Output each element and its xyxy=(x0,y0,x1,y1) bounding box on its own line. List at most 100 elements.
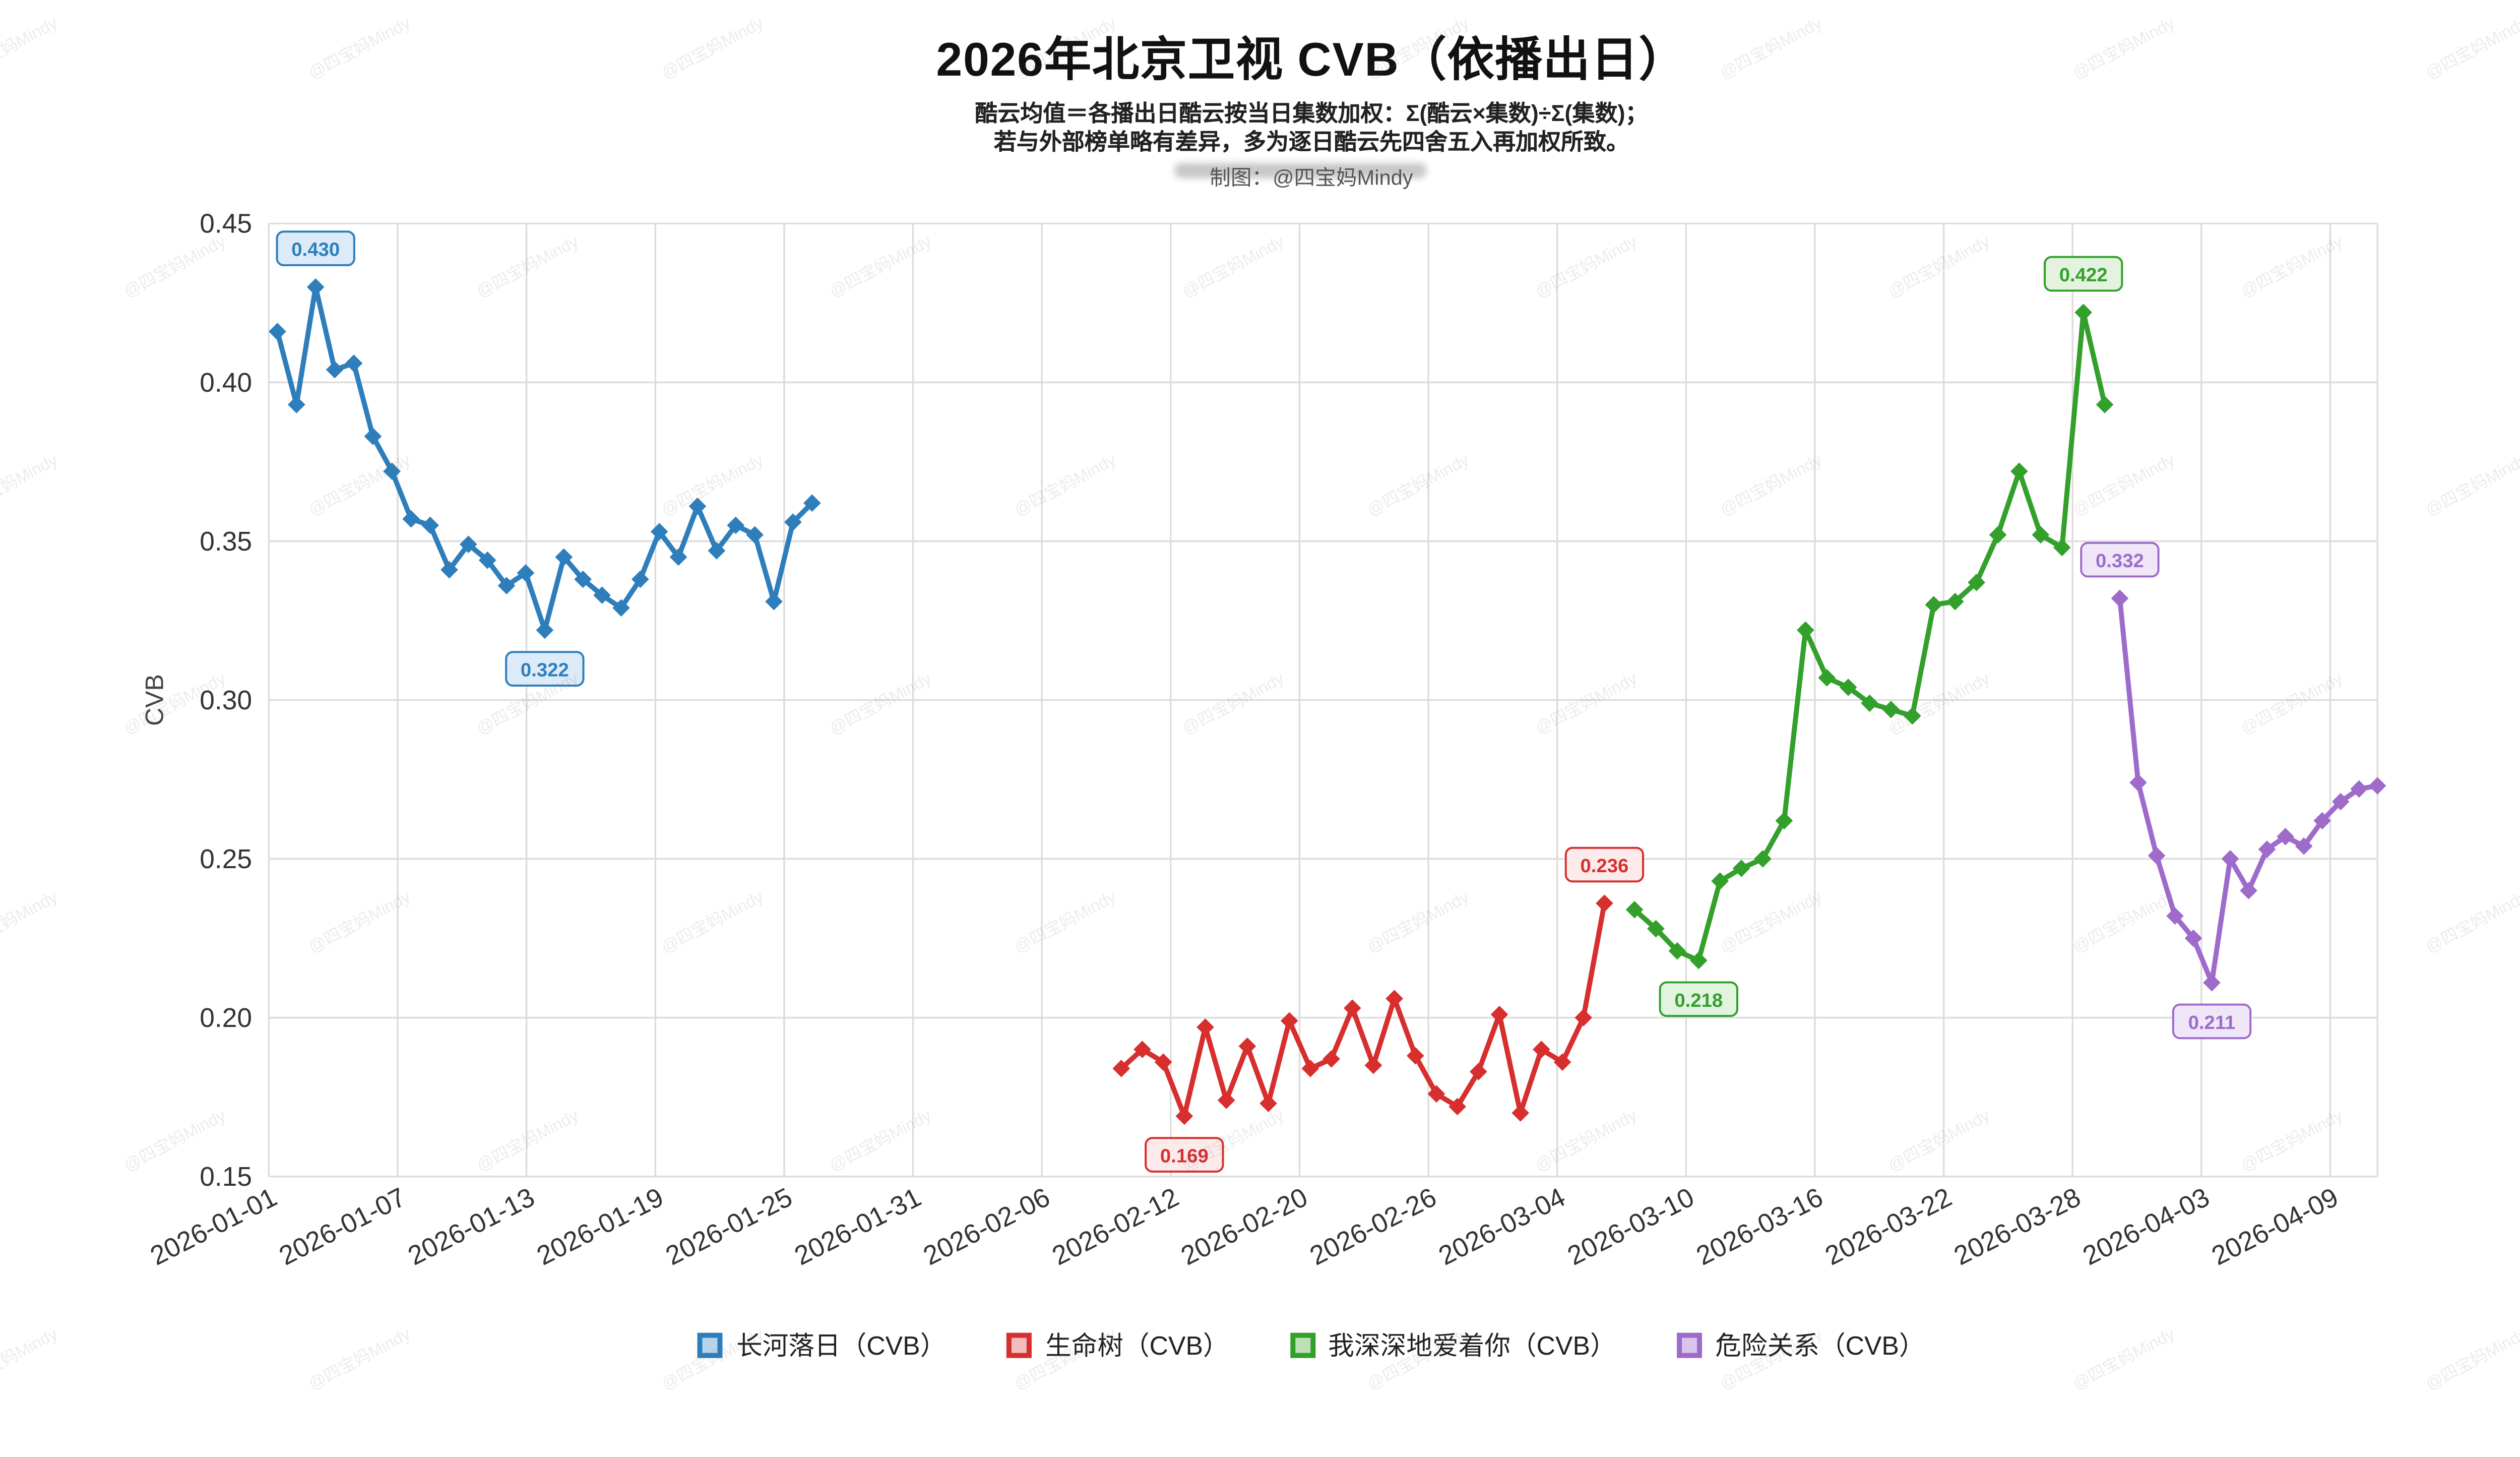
data-point-marker xyxy=(2111,589,2129,608)
data-point-marker xyxy=(326,360,344,379)
series-line-changhe-luori xyxy=(275,284,814,633)
x-tick-label: 2026-03-28 xyxy=(1949,1182,2086,1271)
data-point-marker xyxy=(1818,669,1836,687)
annotation-label: 0.422 xyxy=(2059,264,2108,286)
legend-item-shenshen-aizhe-ni: 我深深地爱着你（CVB） xyxy=(1289,1326,1616,1363)
annotation-box xyxy=(2044,256,2123,292)
x-tick-label: 2026-01-01 xyxy=(146,1182,282,1271)
data-point-marker xyxy=(1322,1050,1340,1068)
x-tick-label: 2026-01-19 xyxy=(532,1182,668,1271)
legend-swatch-shenshen-aizhe-ni xyxy=(1289,1331,1315,1357)
data-point-marker xyxy=(765,592,783,611)
data-point-marker xyxy=(1553,1053,1571,1071)
chart-header: 2026年北京卫视 CVB（依播出日） 酷云均值＝各播出日酷云按当日集数加权：Σ… xyxy=(0,0,2520,192)
data-point-marker xyxy=(2096,396,2114,413)
data-point-marker xyxy=(1797,621,1814,639)
data-point-marker xyxy=(593,586,611,604)
x-tick-label: 2026-03-16 xyxy=(1692,1182,1828,1271)
legend-label-shengming-shu: 生命树（CVB） xyxy=(1045,1332,1229,1362)
data-point-marker xyxy=(2350,780,2368,798)
x-tick-label: 2026-02-06 xyxy=(919,1182,1055,1271)
data-point-marker xyxy=(421,516,439,534)
subtitle-line-2: 若与外部榜单略有差异，多为逐日酷云先四舍五入再加权所致。 xyxy=(993,129,1629,155)
data-point-marker xyxy=(1668,942,1686,960)
data-point-marker xyxy=(2129,773,2147,792)
data-point-marker xyxy=(306,278,325,296)
data-point-marker xyxy=(1217,1091,1235,1109)
y-tick-label: 0.45 xyxy=(200,209,252,239)
series-line-weixian-guanxi xyxy=(2117,598,2378,986)
data-point-marker xyxy=(2010,462,2028,480)
data-point-marker xyxy=(1133,1041,1151,1058)
legend-swatch-changhe-luori xyxy=(698,1331,723,1357)
annotation-box xyxy=(2080,541,2160,578)
annotation-label: 0.430 xyxy=(291,239,340,261)
x-tick-label: 2026-03-22 xyxy=(1820,1182,1957,1271)
data-point-marker xyxy=(2368,777,2386,795)
data-point-marker xyxy=(1946,592,1964,611)
data-point-marker xyxy=(2184,929,2202,947)
data-point-marker xyxy=(727,516,745,534)
series-line-shenshen-aizhe-ni xyxy=(1632,310,2107,963)
chart-subtitle: 酷云均值＝各播出日酷云按当日集数加权：Σ(酷云×集数)÷Σ(集数)； 若与外部榜… xyxy=(0,99,2520,156)
x-tick-label: 2026-03-10 xyxy=(1563,1182,1699,1271)
annotation-label: 0.218 xyxy=(1674,990,1723,1011)
x-tick-label: 2026-01-07 xyxy=(275,1182,411,1271)
y-tick-label: 0.30 xyxy=(200,686,252,715)
legend-label-changhe-luori: 长河落日（CVB） xyxy=(736,1332,947,1362)
data-point-marker xyxy=(1968,574,1985,591)
data-point-marker xyxy=(402,510,420,528)
data-point-marker xyxy=(1259,1095,1277,1113)
annotation-box xyxy=(505,651,585,687)
data-point-marker xyxy=(2074,303,2093,322)
legend-swatch-weixian-guanxi xyxy=(1676,1331,1702,1357)
data-point-marker xyxy=(688,497,707,515)
annotation-label: 0.332 xyxy=(2096,550,2144,572)
data-point-marker xyxy=(1882,701,1900,718)
data-point-marker xyxy=(1385,990,1403,1008)
x-tick-label: 2026-02-12 xyxy=(1047,1182,1183,1271)
y-tick-label: 0.20 xyxy=(200,1003,252,1033)
data-point-marker xyxy=(1490,1005,1508,1023)
annotation-box xyxy=(1659,981,1738,1017)
data-point-marker xyxy=(1301,1060,1319,1077)
annotation-label: 0.211 xyxy=(2188,1012,2236,1034)
y-tick-label: 0.15 xyxy=(200,1162,252,1192)
annotation-box xyxy=(276,230,355,267)
data-point-marker xyxy=(1280,1012,1298,1030)
data-point-marker xyxy=(1175,1107,1193,1125)
annotation-box xyxy=(1145,1137,1224,1173)
data-point-marker xyxy=(1689,951,1708,969)
x-tick-label: 2026-04-03 xyxy=(2078,1182,2214,1271)
y-tick-label: 0.40 xyxy=(200,368,252,398)
x-tick-label: 2026-02-20 xyxy=(1176,1182,1312,1271)
y-tick-label: 0.25 xyxy=(200,844,252,874)
data-point-marker xyxy=(1406,1047,1424,1065)
data-point-marker xyxy=(1775,812,1793,830)
data-point-marker xyxy=(345,354,363,372)
data-point-marker xyxy=(1238,1037,1256,1055)
legend-label-weixian-guanxi: 危险关系（CVB） xyxy=(1715,1332,1925,1362)
data-point-marker xyxy=(2221,850,2239,868)
data-point-marker xyxy=(1574,1009,1593,1026)
y-tick-label: 0.35 xyxy=(200,527,252,557)
chart-legend: 长河落日（CVB） 生命树（CVB） 我深深地爱着你（CVB） 危险关系（CVB） xyxy=(0,1326,2520,1363)
legend-item-weixian-guanxi: 危险关系（CVB） xyxy=(1676,1326,1925,1363)
page-title: 2026年北京卫视 CVB（依播出日） xyxy=(936,33,1687,86)
credit-line: 制图：@四宝妈Mindy xyxy=(1210,166,1413,190)
data-point-marker xyxy=(1925,596,1943,614)
data-point-marker xyxy=(1343,999,1361,1017)
x-tick-label: 2026-01-31 xyxy=(790,1182,926,1271)
x-tick-label: 2026-02-26 xyxy=(1305,1182,1441,1271)
data-point-marker xyxy=(1596,894,1613,913)
redacted-smudge xyxy=(1173,163,1426,178)
annotation-label: 0.169 xyxy=(1160,1145,1209,1167)
x-tick-label: 2026-01-25 xyxy=(661,1182,797,1271)
data-point-marker xyxy=(269,323,286,340)
data-point-marker xyxy=(1511,1104,1530,1122)
data-point-marker xyxy=(287,396,305,413)
data-point-marker xyxy=(2203,974,2221,992)
data-point-marker xyxy=(1196,1018,1214,1036)
